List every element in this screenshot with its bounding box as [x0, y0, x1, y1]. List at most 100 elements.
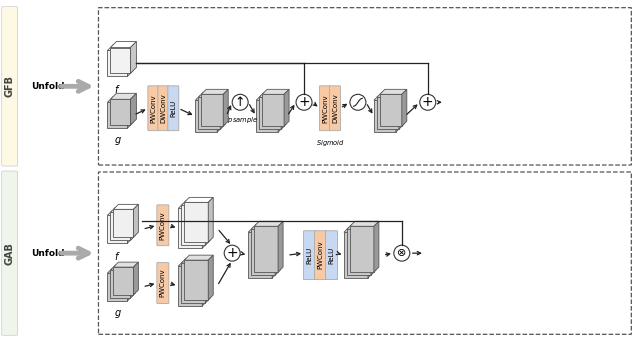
Polygon shape	[254, 221, 283, 226]
Polygon shape	[272, 227, 277, 278]
Polygon shape	[131, 41, 136, 73]
Polygon shape	[278, 95, 283, 132]
Circle shape	[350, 94, 366, 110]
Polygon shape	[374, 95, 401, 100]
Polygon shape	[179, 266, 202, 306]
Text: ReLU: ReLU	[307, 246, 312, 264]
Polygon shape	[179, 208, 202, 248]
Text: $g$: $g$	[113, 135, 122, 147]
Polygon shape	[347, 224, 376, 229]
Text: Unfold: Unfold	[31, 82, 65, 91]
Text: +: +	[227, 246, 238, 260]
FancyBboxPatch shape	[2, 7, 18, 166]
Polygon shape	[350, 221, 379, 226]
Polygon shape	[111, 48, 131, 73]
Polygon shape	[223, 89, 228, 126]
Polygon shape	[127, 96, 133, 128]
Polygon shape	[184, 202, 208, 242]
Text: PWConv: PWConv	[317, 241, 323, 270]
Polygon shape	[374, 221, 379, 272]
FancyBboxPatch shape	[148, 86, 159, 131]
Polygon shape	[181, 258, 210, 263]
Polygon shape	[347, 229, 371, 275]
Polygon shape	[181, 205, 205, 245]
Circle shape	[296, 94, 312, 110]
Polygon shape	[184, 260, 208, 300]
Polygon shape	[113, 267, 133, 295]
Polygon shape	[198, 92, 225, 97]
Circle shape	[224, 245, 240, 261]
Polygon shape	[377, 97, 399, 129]
Polygon shape	[184, 255, 213, 260]
Polygon shape	[380, 89, 407, 94]
Polygon shape	[111, 265, 136, 270]
Polygon shape	[111, 270, 131, 298]
Text: $Sigmoid$: $Sigmoid$	[316, 138, 344, 148]
Polygon shape	[262, 89, 289, 94]
Polygon shape	[181, 263, 205, 303]
Polygon shape	[259, 92, 286, 97]
Polygon shape	[284, 89, 289, 126]
Polygon shape	[202, 203, 207, 248]
Polygon shape	[368, 227, 373, 278]
FancyBboxPatch shape	[168, 86, 179, 131]
Polygon shape	[344, 232, 368, 278]
Polygon shape	[208, 255, 213, 300]
Polygon shape	[184, 198, 213, 202]
Polygon shape	[127, 268, 132, 301]
Polygon shape	[108, 45, 133, 51]
Polygon shape	[108, 215, 127, 243]
Polygon shape	[220, 92, 225, 129]
Polygon shape	[198, 97, 220, 129]
Polygon shape	[256, 95, 283, 100]
Polygon shape	[202, 261, 207, 306]
Polygon shape	[131, 93, 136, 125]
Text: +: +	[422, 95, 433, 109]
FancyBboxPatch shape	[157, 205, 169, 246]
Polygon shape	[248, 227, 277, 232]
Text: DWConv: DWConv	[332, 94, 338, 123]
Polygon shape	[275, 224, 280, 275]
FancyBboxPatch shape	[2, 171, 18, 335]
FancyBboxPatch shape	[319, 86, 330, 131]
Polygon shape	[111, 93, 136, 99]
Text: Unfold: Unfold	[31, 249, 65, 258]
FancyBboxPatch shape	[326, 231, 337, 279]
FancyBboxPatch shape	[157, 262, 169, 304]
Polygon shape	[251, 224, 280, 229]
Text: $f$: $f$	[114, 83, 121, 95]
Polygon shape	[111, 212, 131, 240]
Polygon shape	[259, 97, 281, 129]
Polygon shape	[133, 262, 138, 295]
Polygon shape	[201, 89, 228, 94]
Text: PWConv: PWConv	[322, 94, 328, 122]
Polygon shape	[402, 89, 407, 126]
Polygon shape	[371, 224, 376, 275]
Polygon shape	[108, 51, 127, 76]
Polygon shape	[111, 207, 136, 212]
Polygon shape	[399, 92, 404, 129]
Polygon shape	[108, 268, 132, 273]
Polygon shape	[205, 200, 210, 245]
Circle shape	[232, 94, 248, 110]
Text: GAB: GAB	[4, 242, 15, 265]
Polygon shape	[208, 198, 213, 242]
Text: $g$: $g$	[113, 308, 122, 320]
Polygon shape	[108, 102, 127, 128]
FancyBboxPatch shape	[158, 86, 169, 131]
FancyBboxPatch shape	[303, 231, 316, 279]
Polygon shape	[248, 232, 272, 278]
Polygon shape	[113, 209, 133, 237]
Text: PWConv: PWConv	[150, 94, 156, 122]
Polygon shape	[108, 96, 133, 102]
Text: PWConv: PWConv	[160, 211, 166, 240]
Polygon shape	[195, 95, 222, 100]
FancyBboxPatch shape	[330, 86, 340, 131]
Polygon shape	[205, 258, 210, 303]
Polygon shape	[201, 94, 223, 126]
Text: PWConv: PWConv	[160, 269, 166, 298]
Polygon shape	[396, 95, 401, 132]
Polygon shape	[108, 210, 132, 215]
Polygon shape	[256, 100, 278, 132]
Text: ReLU: ReLU	[170, 100, 176, 117]
